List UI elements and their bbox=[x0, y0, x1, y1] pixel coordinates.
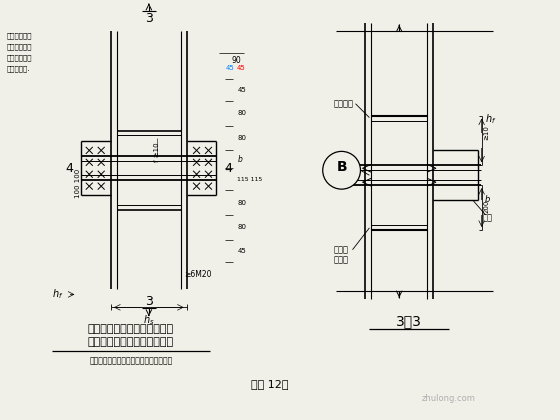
Text: 80: 80 bbox=[237, 200, 246, 205]
Text: 3－3: 3－3 bbox=[396, 314, 422, 328]
Text: 4: 4 bbox=[225, 162, 232, 175]
Text: $h_f$: $h_f$ bbox=[52, 288, 63, 301]
Text: 安装耳板和水平加劲肋的构造: 安装耳板和水平加劲肋的构造 bbox=[88, 337, 174, 347]
Text: 箱形截面柱的工地拼接及设置: 箱形截面柱的工地拼接及设置 bbox=[88, 324, 174, 334]
Text: 115 115: 115 115 bbox=[237, 177, 263, 182]
Text: 焊透坡口焊.: 焊透坡口焊. bbox=[7, 66, 30, 72]
Circle shape bbox=[323, 151, 361, 189]
Text: ≥6M20: ≥6M20 bbox=[184, 270, 212, 279]
Text: b: b bbox=[237, 155, 242, 164]
Text: 3: 3 bbox=[145, 12, 153, 25]
Text: 在此范围内，: 在此范围内， bbox=[7, 33, 32, 39]
Text: （图 12）: （图 12） bbox=[251, 379, 289, 389]
Text: 100 100: 100 100 bbox=[76, 168, 81, 197]
Text: b: b bbox=[484, 195, 490, 204]
Text: 耳板: 耳板 bbox=[483, 213, 493, 223]
Text: f ≥10: f ≥10 bbox=[154, 142, 160, 162]
Text: 3: 3 bbox=[145, 295, 153, 308]
Text: 80: 80 bbox=[237, 110, 246, 116]
Text: 端隔板: 端隔板 bbox=[334, 255, 348, 264]
Text: （箱壁采用全焊透的坡口对接焊缝连接）: （箱壁采用全焊透的坡口对接焊缝连接） bbox=[90, 357, 172, 365]
Text: 45: 45 bbox=[236, 65, 245, 71]
Text: 下柱顶: 下柱顶 bbox=[334, 245, 348, 254]
Text: 90: 90 bbox=[231, 57, 241, 66]
Text: zhulong.com: zhulong.com bbox=[422, 394, 476, 403]
Text: 200: 200 bbox=[484, 200, 489, 213]
Text: 45: 45 bbox=[225, 65, 234, 71]
Text: 80: 80 bbox=[237, 224, 246, 231]
Text: 45: 45 bbox=[237, 248, 246, 254]
Text: 4: 4 bbox=[66, 162, 73, 175]
Text: 80: 80 bbox=[237, 135, 246, 141]
Text: 45: 45 bbox=[237, 87, 246, 93]
Text: 夹紧固的铝塑: 夹紧固的铝塑 bbox=[7, 44, 32, 50]
Text: ≥10: ≥10 bbox=[484, 126, 489, 140]
Text: B: B bbox=[336, 160, 347, 174]
Text: $h_f$: $h_f$ bbox=[484, 113, 496, 126]
Text: 上柱隔板: 上柱隔板 bbox=[334, 99, 353, 108]
Text: $h_s$: $h_s$ bbox=[143, 313, 155, 327]
Text: 焊缝应采层全: 焊缝应采层全 bbox=[7, 55, 32, 61]
